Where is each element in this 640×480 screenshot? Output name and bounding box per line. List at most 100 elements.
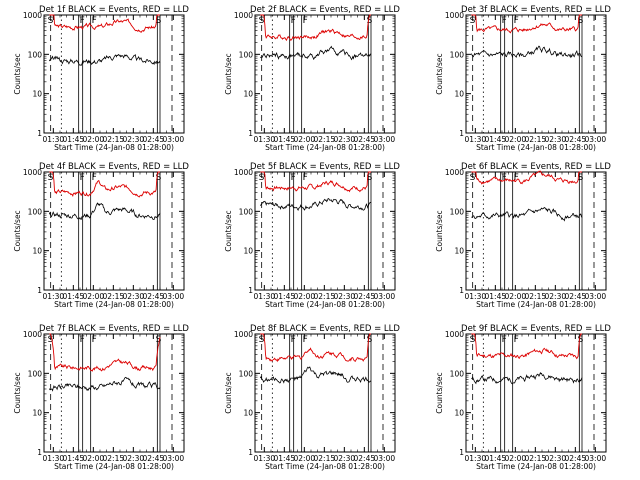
y-tick-label: 100	[450, 50, 465, 59]
x-tick-label: 03:00	[163, 454, 185, 463]
panel-7: Det 7f BLACK = Events, RED = LLD 1 10 100 10…	[13, 324, 189, 471]
series-lld-line	[49, 14, 160, 33]
y-tick-label: 1	[459, 286, 464, 295]
marker-glyph: F	[303, 173, 308, 183]
x-tick-label: 01:45	[274, 292, 296, 301]
y-tick-label: 1000	[234, 168, 253, 177]
series-lld-line	[260, 171, 371, 193]
x-tick-label: 02:45	[354, 454, 376, 463]
marker-glyph: F	[80, 335, 85, 345]
x-tick-label: 02:45	[565, 454, 587, 463]
panel-3: Det 3f BLACK = Events, RED = LLD 1 10 100 10…	[435, 5, 611, 152]
x-tick-label: 01:30	[465, 454, 487, 463]
marker-glyph: S	[367, 173, 373, 183]
y-tick-label: 1	[37, 286, 42, 295]
panel-8: Det 8f BLACK = Events, RED = LLD 1 10 100 10…	[224, 324, 400, 471]
plot-frame	[465, 333, 607, 453]
marker-glyph: F	[291, 335, 296, 345]
y-tick-label: 1	[248, 129, 253, 138]
marker-glyph: S	[48, 16, 54, 26]
series-lld-line	[471, 333, 582, 360]
plot-frame	[465, 14, 607, 134]
series-lld-line	[471, 14, 582, 34]
x-tick-label: 02:15	[525, 454, 547, 463]
series-events-line	[259, 366, 372, 384]
x-tick-label: 02:45	[143, 454, 165, 463]
x-tick-label: 02:00	[505, 135, 527, 144]
x-tick-label: 02:30	[123, 454, 145, 463]
x-axis-label: Start Time (24-Jan-08 01:28:00)	[476, 143, 596, 152]
x-axis-label: Start Time (24-Jan-08 01:28:00)	[54, 143, 174, 152]
x-tick-label: 01:30	[254, 454, 276, 463]
x-tick-label: 02:15	[103, 454, 125, 463]
marker-glyph: F	[514, 335, 519, 345]
marker-glyph: F	[92, 16, 97, 26]
series-lld-line	[260, 14, 371, 42]
y-tick-label: 100	[450, 369, 465, 378]
x-tick-label: 03:00	[374, 135, 396, 144]
plot-frame	[43, 171, 185, 291]
marker-glyph: S	[470, 335, 476, 345]
panel-1: Det 1f BLACK = Events, RED = LLD 1 10 100 10…	[13, 5, 189, 152]
y-tick-label: 1000	[445, 11, 464, 20]
x-tick-label: 02:15	[525, 135, 547, 144]
plot-frame	[254, 14, 396, 134]
x-tick-label: 02:30	[545, 135, 567, 144]
x-tick-label: 01:30	[43, 454, 65, 463]
x-tick-label: 02:30	[334, 292, 356, 301]
y-axis-label: Counts/sec	[13, 53, 22, 94]
x-tick-label: 02:00	[83, 454, 105, 463]
y-axis-label: Counts/sec	[13, 210, 22, 251]
x-axis-label: Start Time (24-Jan-08 01:28:00)	[54, 462, 174, 471]
marker-glyph: S	[578, 335, 584, 345]
marker-glyph: F	[291, 16, 296, 26]
x-tick-label: 01:30	[465, 292, 487, 301]
series-events-line	[470, 45, 583, 59]
marker-glyph: S	[578, 16, 584, 26]
plot-frame	[254, 333, 396, 453]
x-tick-label: 02:45	[354, 292, 376, 301]
panel-title: Det 7f BLACK = Events, RED = LLD	[39, 324, 189, 334]
plot-frame	[43, 333, 185, 453]
y-tick-label: 10	[32, 247, 42, 256]
x-tick-label: 02:30	[334, 454, 356, 463]
y-tick-label: 1	[248, 286, 253, 295]
series-events-line	[48, 376, 161, 392]
y-tick-label: 10	[454, 247, 464, 256]
x-axis-label: Start Time (24-Jan-08 01:28:00)	[265, 143, 385, 152]
y-tick-label: 10	[243, 247, 253, 256]
x-tick-label: 01:45	[63, 454, 85, 463]
y-tick-label: 10	[243, 90, 253, 99]
panel-title: Det 5f BLACK = Events, RED = LLD	[250, 162, 400, 172]
panel-6: Det 6f BLACK = Events, RED = LLD 1 10 100 10…	[435, 162, 611, 309]
plot-frame	[465, 171, 607, 291]
y-tick-label: 1	[37, 448, 42, 457]
panel-2: Det 2f BLACK = Events, RED = LLD 1 10 100 10…	[224, 5, 400, 152]
y-axis-label: Counts/sec	[435, 372, 444, 413]
x-tick-label: 02:15	[103, 292, 125, 301]
x-tick-label: 03:00	[163, 135, 185, 144]
x-tick-label: 03:00	[585, 454, 607, 463]
y-tick-label: 1000	[23, 330, 42, 339]
x-tick-label: 03:00	[374, 292, 396, 301]
y-tick-label: 1	[37, 129, 42, 138]
panel-4: Det 4f BLACK = Events, RED = LLD 1 10 100 10…	[13, 162, 189, 309]
marker-glyph: F	[291, 173, 296, 183]
x-tick-label: 01:45	[274, 135, 296, 144]
y-tick-label: 1	[459, 448, 464, 457]
y-tick-label: 10	[32, 409, 42, 418]
y-tick-label: 1000	[445, 168, 464, 177]
marker-glyph: S	[470, 16, 476, 26]
y-tick-label: 10	[454, 409, 464, 418]
x-tick-label: 02:30	[545, 292, 567, 301]
y-tick-label: 100	[450, 207, 465, 216]
series-lld-line	[471, 170, 582, 185]
marker-glyph: S	[48, 335, 54, 345]
panel-title: Det 6f BLACK = Events, RED = LLD	[461, 162, 611, 172]
marker-glyph: S	[156, 173, 162, 183]
series-events-line	[471, 371, 583, 385]
y-tick-label: 100	[239, 50, 254, 59]
marker-glyph: F	[514, 16, 519, 26]
marker-glyph: F	[80, 173, 85, 183]
series-events-line	[260, 45, 372, 61]
